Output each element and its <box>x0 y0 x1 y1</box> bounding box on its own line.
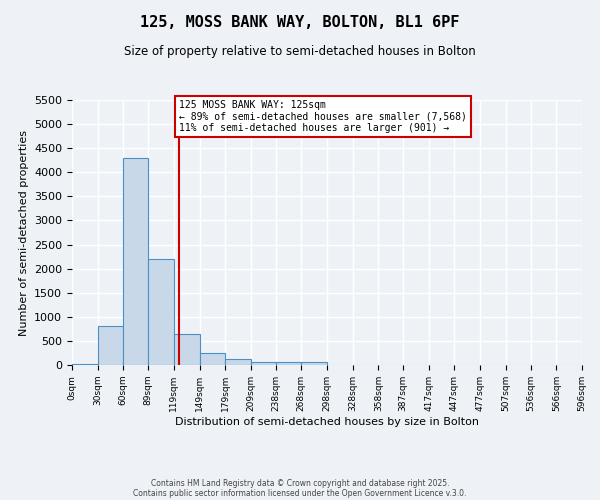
Text: 125, MOSS BANK WAY, BOLTON, BL1 6PF: 125, MOSS BANK WAY, BOLTON, BL1 6PF <box>140 15 460 30</box>
Bar <box>225 359 251 365</box>
X-axis label: Distribution of semi-detached houses by size in Bolton: Distribution of semi-detached houses by … <box>175 416 479 426</box>
Y-axis label: Number of semi-detached properties: Number of semi-detached properties <box>19 130 29 336</box>
Bar <box>72 364 98 365</box>
Bar <box>301 362 327 365</box>
Bar <box>174 334 199 365</box>
Bar <box>251 362 275 365</box>
Text: Size of property relative to semi-detached houses in Bolton: Size of property relative to semi-detach… <box>124 45 476 58</box>
Bar <box>124 158 148 365</box>
Text: Contains HM Land Registry data © Crown copyright and database right 2025.: Contains HM Land Registry data © Crown c… <box>151 478 449 488</box>
Bar <box>148 259 174 365</box>
Text: 125 MOSS BANK WAY: 125sqm
← 89% of semi-detached houses are smaller (7,568)
11% : 125 MOSS BANK WAY: 125sqm ← 89% of semi-… <box>179 100 467 133</box>
Bar <box>98 326 124 365</box>
Bar <box>199 353 225 365</box>
Bar <box>275 362 301 365</box>
Text: Contains public sector information licensed under the Open Government Licence v.: Contains public sector information licen… <box>133 488 467 498</box>
